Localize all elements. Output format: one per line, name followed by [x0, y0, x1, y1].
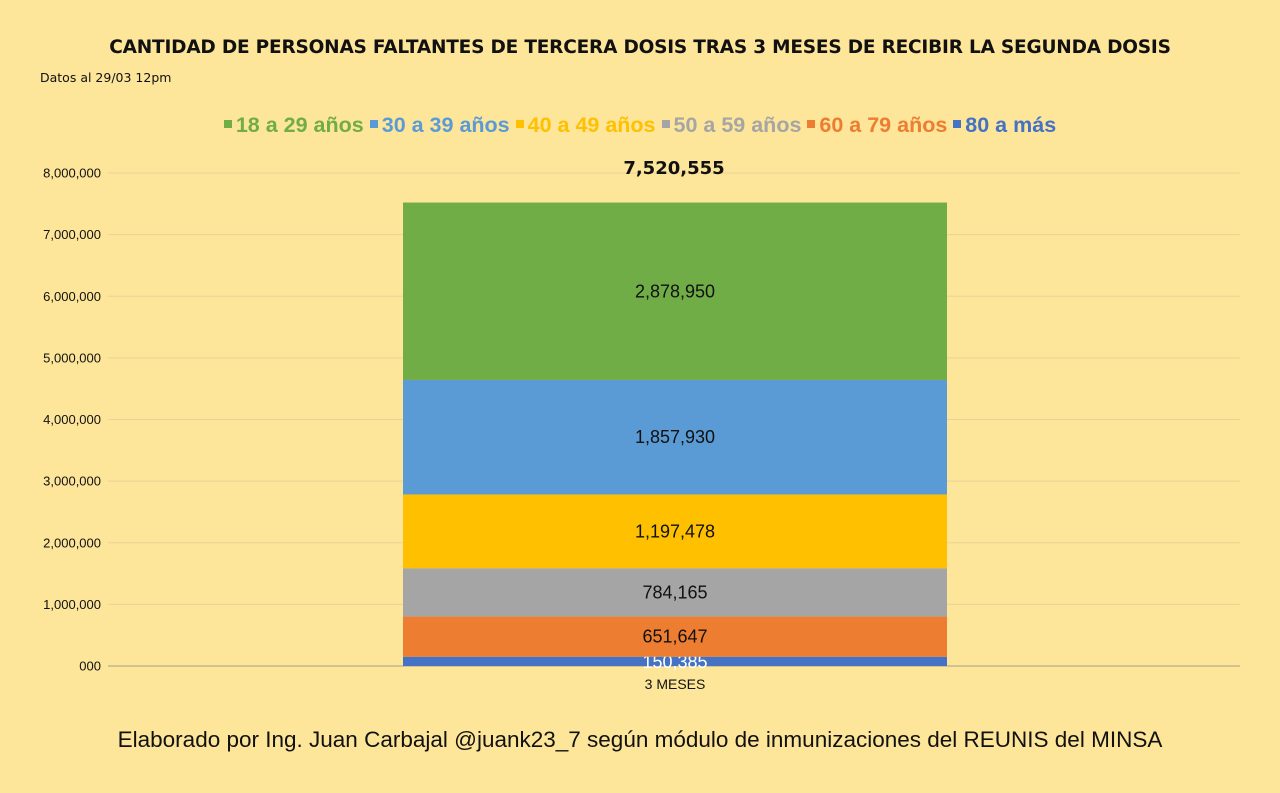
- y-tick-label: 1,000,000: [43, 597, 101, 612]
- data-label: 784,165: [642, 582, 707, 602]
- legend-item: 40 a 49 años: [515, 113, 656, 138]
- chart-title: CANTIDAD DE PERSONAS FALTANTES DE TERCER…: [109, 37, 1171, 58]
- y-tick-label: 7,000,000: [43, 227, 101, 242]
- y-tick-label: 4,000,000: [43, 412, 101, 427]
- bar-segment: [403, 202, 947, 380]
- total-label: 7,520,555: [623, 158, 724, 179]
- chart-subtitle: Datos al 29/03 12pm: [40, 70, 172, 85]
- legend-label: 40 a 49 años: [527, 113, 656, 137]
- bar-segment: [403, 379, 947, 495]
- y-tick-label: 3,000,000: [43, 474, 101, 489]
- legend-swatch: [223, 120, 232, 128]
- bar-segment: [403, 656, 947, 666]
- legend-item: 18 a 29 años: [223, 113, 364, 138]
- legend-item: 50 a 59 años: [661, 113, 802, 138]
- legend-item: 30 a 39 años: [369, 113, 510, 138]
- y-tick-label: 2,000,000: [43, 535, 101, 550]
- bar-segment: [403, 568, 947, 617]
- legend-label: 60 a 79 años: [819, 113, 948, 137]
- y-tick-label: 6,000,000: [43, 289, 101, 304]
- data-label: 1,857,930: [635, 427, 715, 447]
- legend-label: 18 a 29 años: [235, 113, 364, 137]
- footer-credit: Elaborado por Ing. Juan Carbajal @juank2…: [117, 727, 1163, 752]
- x-tick-label: 3 MESES: [645, 676, 706, 692]
- legend-swatch: [953, 120, 962, 128]
- y-tick-label: 8,000,000: [43, 166, 101, 181]
- legend-label: 80 a más: [965, 113, 1057, 137]
- legend-label: 30 a 39 años: [381, 113, 510, 137]
- chart-legend: 18 a 29 años 30 a 39 años 40 a 49 años 50 a…: [0, 113, 1280, 138]
- legend-item: 60 a 79 años: [807, 113, 947, 138]
- legend-label: 50 a 59 años: [673, 113, 802, 137]
- legend-swatch: [807, 120, 816, 128]
- y-tick-label: 000: [79, 659, 101, 674]
- bar-segment: [403, 494, 947, 569]
- legend-item: 80 a más: [953, 113, 1056, 138]
- legend-swatch: [661, 120, 670, 128]
- data-label: 651,647: [642, 627, 707, 647]
- data-label: 1,197,478: [635, 521, 715, 541]
- data-label: 150,385: [642, 652, 707, 672]
- legend-swatch: [369, 120, 378, 128]
- data-label: 2,878,950: [635, 281, 715, 301]
- bar-segment: [403, 616, 947, 657]
- y-tick-label: 5,000,000: [43, 350, 101, 365]
- legend-swatch: [515, 120, 524, 128]
